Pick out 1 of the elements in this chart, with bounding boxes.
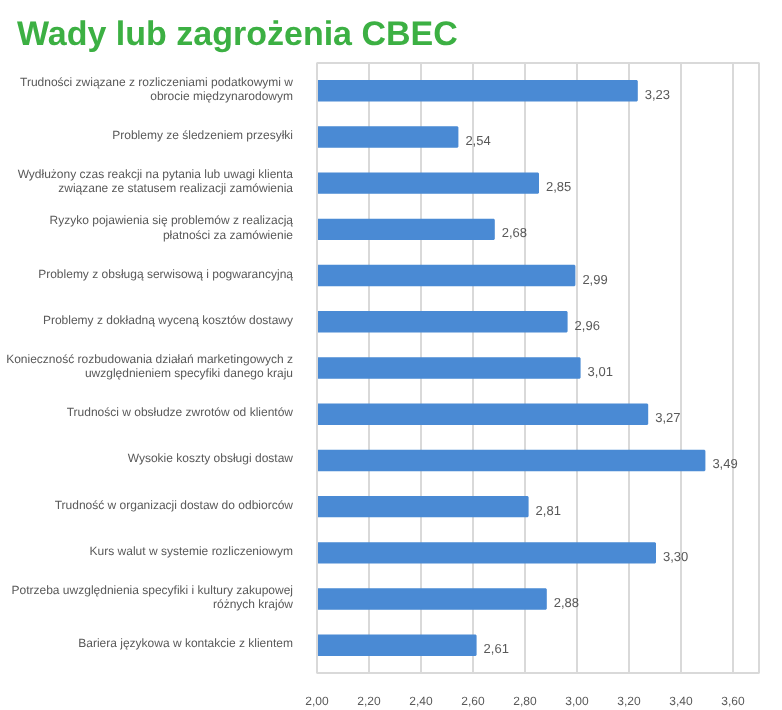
- chart-title: Wady lub zagrożenia CBEC: [17, 15, 458, 53]
